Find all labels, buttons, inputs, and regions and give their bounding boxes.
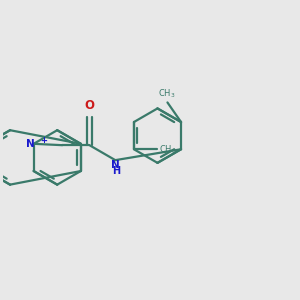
Text: N: N bbox=[111, 160, 120, 170]
Text: CH$_3$: CH$_3$ bbox=[158, 88, 176, 100]
Text: +: + bbox=[40, 136, 48, 145]
Text: CH$_3$: CH$_3$ bbox=[158, 143, 176, 155]
Text: N: N bbox=[26, 139, 35, 148]
Text: O: O bbox=[84, 99, 94, 112]
Text: H: H bbox=[112, 166, 120, 176]
